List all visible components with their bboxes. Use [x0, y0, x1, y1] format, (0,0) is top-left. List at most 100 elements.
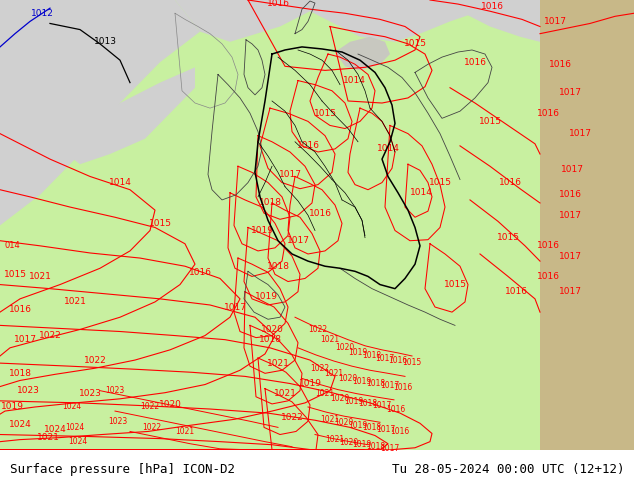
Text: 1017: 1017 [224, 302, 247, 312]
Text: 1021: 1021 [320, 335, 340, 344]
Text: 1017: 1017 [560, 165, 583, 174]
Text: 1021: 1021 [325, 435, 344, 444]
Text: 1021: 1021 [63, 297, 86, 306]
Text: 1023: 1023 [16, 386, 39, 395]
Text: 1022: 1022 [311, 364, 330, 373]
Text: 1018: 1018 [266, 262, 290, 270]
Text: 1022: 1022 [281, 413, 304, 422]
Text: 1017: 1017 [372, 401, 392, 411]
Text: 1019: 1019 [254, 293, 278, 301]
Text: 1021: 1021 [176, 427, 195, 436]
Text: 1016: 1016 [393, 383, 413, 392]
Text: 1016: 1016 [391, 427, 410, 436]
Text: 1020: 1020 [261, 325, 283, 334]
Text: 1019: 1019 [299, 379, 321, 388]
Text: 1017: 1017 [559, 211, 581, 220]
Text: 1021: 1021 [316, 389, 335, 398]
Text: 1023: 1023 [105, 386, 125, 395]
Text: 1020: 1020 [158, 400, 181, 410]
Text: 1024: 1024 [9, 420, 31, 429]
Polygon shape [60, 67, 195, 164]
Text: 1015: 1015 [403, 358, 422, 367]
Text: 1017: 1017 [569, 129, 592, 138]
Text: 1019: 1019 [348, 421, 368, 430]
Text: 1019: 1019 [353, 440, 372, 449]
Text: 1020: 1020 [339, 438, 359, 447]
Text: 1013: 1013 [93, 37, 117, 47]
Text: 1020: 1020 [330, 394, 349, 403]
Text: Surface pressure [hPa] ICON-D2: Surface pressure [hPa] ICON-D2 [10, 464, 235, 476]
Text: 1017: 1017 [543, 17, 567, 26]
Text: 1015: 1015 [4, 270, 27, 279]
Text: 1023: 1023 [108, 417, 127, 426]
Text: 1015: 1015 [148, 219, 172, 228]
Text: 1024: 1024 [68, 437, 87, 446]
Text: 1016: 1016 [536, 109, 559, 118]
Text: 1017: 1017 [559, 251, 581, 261]
Text: 1023: 1023 [79, 389, 101, 398]
Text: 1018: 1018 [358, 399, 378, 409]
Polygon shape [0, 0, 540, 450]
Text: 1022: 1022 [143, 423, 162, 432]
Text: 1014: 1014 [410, 188, 432, 197]
Text: 1018: 1018 [366, 379, 385, 388]
Text: 1019: 1019 [344, 397, 364, 406]
Text: 1018: 1018 [259, 335, 281, 344]
Text: 1016: 1016 [386, 405, 406, 414]
Text: 1016: 1016 [498, 178, 522, 187]
Text: 1020: 1020 [339, 374, 358, 383]
Text: 1015: 1015 [403, 39, 427, 49]
Text: 1019: 1019 [353, 377, 372, 386]
Text: 1018: 1018 [366, 442, 385, 451]
Text: 1021: 1021 [29, 272, 51, 281]
Text: 1016: 1016 [266, 0, 290, 7]
Polygon shape [175, 0, 330, 42]
Text: 1012: 1012 [30, 9, 53, 18]
Text: 1015: 1015 [496, 233, 519, 242]
Text: 1019: 1019 [348, 348, 368, 357]
Text: 1017: 1017 [559, 287, 581, 296]
Text: 1021: 1021 [320, 415, 340, 424]
Text: 1016: 1016 [188, 268, 212, 277]
Text: 1020: 1020 [334, 418, 354, 427]
Text: 1022: 1022 [39, 331, 61, 340]
Polygon shape [330, 0, 505, 42]
Text: 1017: 1017 [13, 335, 37, 344]
Text: 1022: 1022 [84, 356, 107, 365]
Text: 1017: 1017 [278, 170, 302, 179]
Text: Tu 28-05-2024 00:00 UTC (12+12): Tu 28-05-2024 00:00 UTC (12+12) [392, 464, 624, 476]
Polygon shape [0, 103, 80, 174]
Text: 1017: 1017 [380, 381, 399, 390]
Text: 014: 014 [4, 241, 20, 250]
Text: 1018: 1018 [8, 369, 32, 378]
Text: 1016: 1016 [8, 305, 32, 314]
Text: 1017: 1017 [377, 425, 396, 434]
Text: 1015: 1015 [313, 109, 337, 118]
Text: 1018: 1018 [363, 351, 382, 361]
Text: 1017: 1017 [559, 88, 581, 98]
Text: 1016: 1016 [548, 60, 571, 69]
Text: 1017: 1017 [375, 353, 394, 363]
Text: 1017: 1017 [380, 444, 399, 453]
Text: 1014: 1014 [342, 76, 365, 85]
Text: 1016: 1016 [559, 190, 581, 199]
Text: 1021: 1021 [273, 389, 297, 398]
Polygon shape [335, 37, 390, 71]
Text: 1016: 1016 [297, 141, 320, 150]
Text: 1014: 1014 [377, 145, 399, 153]
Text: 1017: 1017 [287, 236, 309, 245]
Text: 1019: 1019 [1, 402, 23, 412]
Text: 1016: 1016 [481, 1, 503, 11]
Text: 1022: 1022 [141, 402, 160, 412]
Text: 1021: 1021 [37, 433, 60, 442]
Polygon shape [310, 0, 450, 26]
Text: 1019: 1019 [250, 226, 273, 235]
Text: 1016: 1016 [536, 272, 559, 281]
Text: 1021: 1021 [325, 369, 344, 378]
Text: 1020: 1020 [335, 343, 354, 352]
Polygon shape [0, 0, 200, 225]
Text: 1018: 1018 [363, 423, 382, 432]
Text: 1016: 1016 [309, 209, 332, 218]
Text: 1015: 1015 [444, 280, 467, 289]
Text: 1015: 1015 [429, 178, 451, 187]
